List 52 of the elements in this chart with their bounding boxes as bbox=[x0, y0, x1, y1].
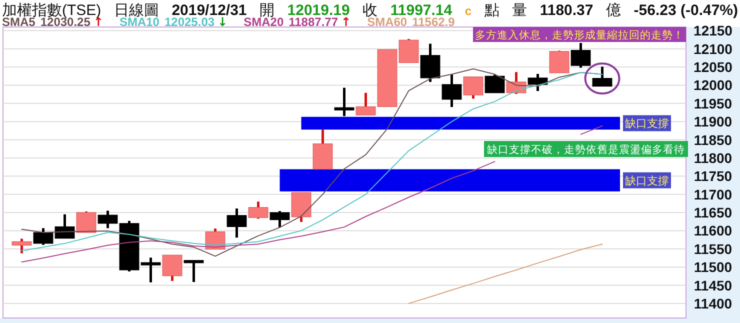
candlestick bbox=[592, 65, 612, 88]
candlestick bbox=[98, 209, 118, 230]
band-label: 缺口支撐 bbox=[625, 117, 669, 130]
candlestick bbox=[76, 210, 96, 234]
line-series bbox=[408, 244, 603, 304]
y-tick-label: 12100 bbox=[694, 40, 733, 57]
annotation: 缺口支撐不破，走勢依舊是震盪偏多看待 bbox=[487, 143, 685, 156]
candlestick bbox=[162, 254, 182, 282]
text: c bbox=[464, 4, 472, 18]
y-tick-label: 11600 bbox=[694, 222, 732, 239]
y-tick-label: 11750 bbox=[694, 168, 732, 184]
candlestick bbox=[248, 200, 268, 220]
y-tick-label: 11650 bbox=[694, 204, 732, 221]
annotation: ↓ bbox=[218, 15, 228, 29]
y-tick-label: 11700 bbox=[694, 186, 732, 202]
candlestick bbox=[528, 72, 548, 92]
y-tick-label: 12000 bbox=[694, 77, 733, 94]
candlestick bbox=[226, 207, 247, 239]
y-tick-label: 12050 bbox=[694, 59, 733, 76]
text: 收 bbox=[362, 2, 378, 19]
chart-subtitle: 日線圖 bbox=[114, 2, 159, 19]
candlestick bbox=[442, 73, 462, 108]
annotation: 多方進入休息，走勢形成量縮拉回的走勢！ bbox=[475, 28, 684, 42]
text: 1180.37 bbox=[540, 2, 594, 19]
text: -56.23 (-0.47%) bbox=[634, 2, 738, 19]
candlestick bbox=[420, 42, 440, 84]
candlestick bbox=[570, 42, 591, 69]
y-tick-label: 11900 bbox=[694, 114, 732, 130]
y-tick-label: 11850 bbox=[694, 132, 732, 148]
y-tick-label: 11400 bbox=[694, 295, 732, 312]
candlestick bbox=[184, 260, 204, 284]
annotation: 12025.03 bbox=[164, 15, 215, 29]
candlestick bbox=[549, 49, 570, 74]
text: 量 bbox=[512, 2, 528, 19]
candlestick bbox=[12, 237, 32, 255]
annotation: 11887.77 bbox=[288, 15, 338, 29]
y-tick-label: 11950 bbox=[694, 95, 732, 112]
annotation: ↑ bbox=[341, 15, 352, 29]
y-tick-label: 12150 bbox=[694, 22, 733, 39]
candlestick bbox=[270, 210, 290, 229]
text: 開 bbox=[260, 2, 275, 19]
band-label: 缺口支撐 bbox=[625, 174, 669, 188]
candlestick bbox=[463, 76, 484, 100]
y-tick-label: 11800 bbox=[694, 150, 732, 166]
y-tick-label: 11550 bbox=[694, 240, 732, 257]
y-tick-label: 11450 bbox=[694, 277, 732, 294]
candlestick bbox=[334, 86, 354, 118]
y-tick-label: 11500 bbox=[694, 259, 732, 276]
candlestick bbox=[484, 73, 505, 94]
chart-title: 加權指數(TSE) bbox=[2, 2, 102, 19]
text: 億 bbox=[606, 2, 622, 19]
text: 點 bbox=[483, 2, 500, 19]
